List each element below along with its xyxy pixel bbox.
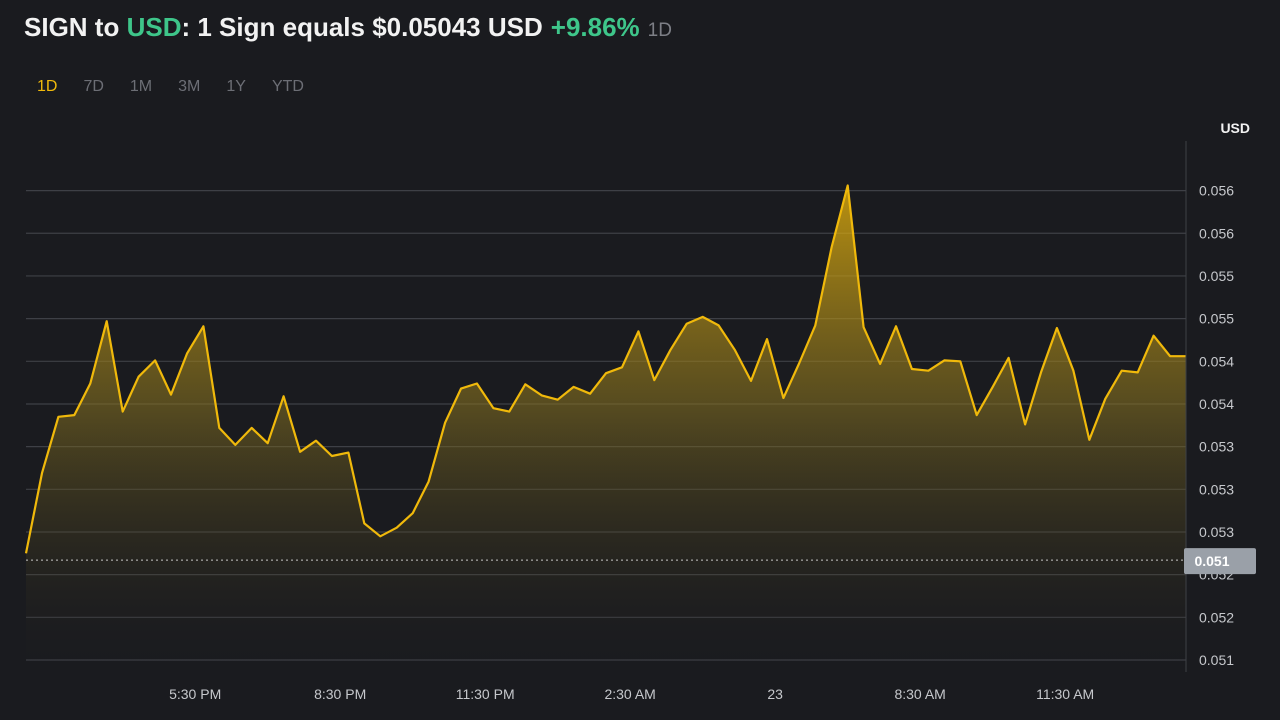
x-tick-label: 11:30 PM bbox=[456, 686, 515, 702]
y-tick-label: 0.053 bbox=[1199, 524, 1234, 540]
range-tabs: 1D 7D 1M 3M 1Y YTD bbox=[24, 76, 317, 98]
x-tick-label: 2:30 AM bbox=[604, 686, 655, 702]
x-tick-label: 23 bbox=[767, 686, 783, 702]
range-tab-1m[interactable]: 1M bbox=[129, 78, 153, 95]
price-statement: : 1 Sign equals $0.05043 USD bbox=[181, 12, 543, 42]
x-tick-label: 11:30 AM bbox=[1036, 686, 1094, 702]
y-tick-label: 0.055 bbox=[1199, 268, 1234, 284]
y-tick-label: 0.051 bbox=[1199, 652, 1234, 668]
price-area bbox=[26, 185, 1186, 670]
chart-header: SIGN to USD : 1 Sign equals $0.05043 USD… bbox=[24, 12, 672, 48]
y-tick-label: 0.054 bbox=[1199, 396, 1234, 412]
x-tick-label: 5:30 PM bbox=[169, 686, 221, 702]
y-tick-label: 0.053 bbox=[1199, 439, 1234, 455]
x-tick-label: 8:30 PM bbox=[314, 686, 366, 702]
y-tick-label: 0.052 bbox=[1199, 609, 1234, 625]
y-tick-label: 0.056 bbox=[1199, 225, 1234, 241]
price-line bbox=[24, 184, 1186, 554]
y-tick-label: 0.056 bbox=[1199, 183, 1234, 199]
y-tick-label: 0.053 bbox=[1199, 481, 1234, 497]
range-tab-1d[interactable]: 1D bbox=[37, 78, 58, 95]
change-period: 1D bbox=[647, 20, 672, 41]
range-tab-3m[interactable]: 3M bbox=[178, 78, 201, 95]
range-tab-7d[interactable]: 7D bbox=[83, 78, 104, 95]
price-change: +9.86% bbox=[550, 12, 640, 42]
x-tick-label: 8:30 AM bbox=[894, 686, 945, 702]
y-axis-unit: USD bbox=[1220, 120, 1250, 136]
base-currency: SIGN bbox=[24, 12, 88, 42]
quote-currency-link[interactable]: USD bbox=[126, 12, 182, 42]
range-tab-ytd[interactable]: YTD bbox=[271, 78, 304, 95]
title-connector: to bbox=[87, 12, 127, 42]
range-tab-1y[interactable]: 1Y bbox=[226, 78, 246, 95]
current-price-badge: 0.051 bbox=[1184, 548, 1256, 575]
current-price-badge-label: 0.051 bbox=[1194, 553, 1229, 569]
y-tick-label: 0.055 bbox=[1199, 311, 1234, 327]
y-tick-label: 0.054 bbox=[1199, 353, 1234, 369]
